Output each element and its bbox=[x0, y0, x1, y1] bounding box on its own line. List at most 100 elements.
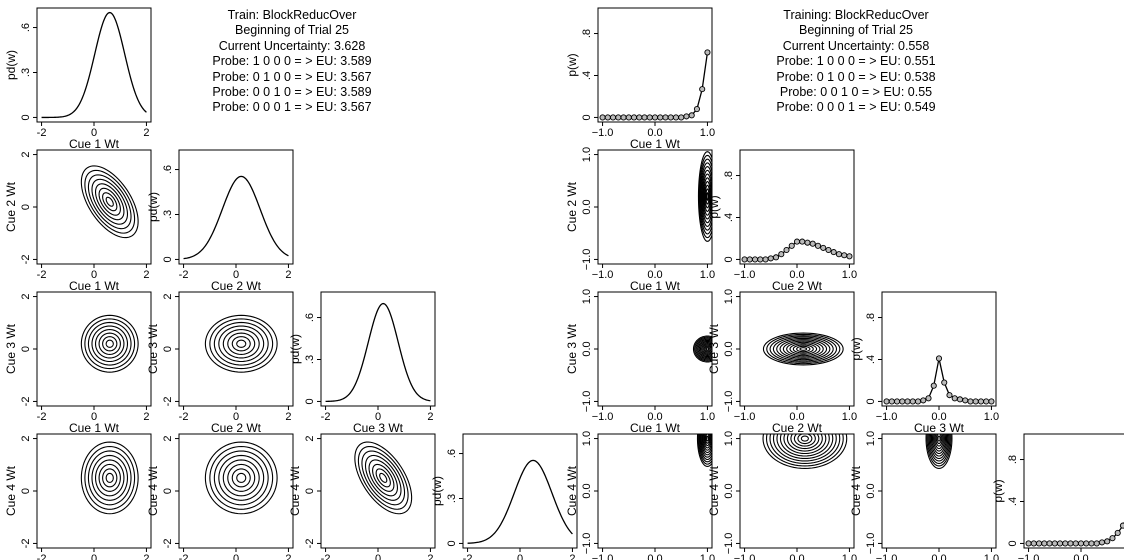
contour-line bbox=[936, 434, 942, 445]
x-tick-label: 0.0 bbox=[647, 269, 662, 281]
density-point bbox=[1025, 540, 1032, 547]
y-tick-label: 1.0 bbox=[581, 147, 593, 162]
y-tick-label: −1.0 bbox=[723, 391, 735, 413]
y-tick-label: −1.0 bbox=[865, 533, 877, 555]
contour-line bbox=[779, 339, 828, 359]
density-line bbox=[602, 52, 709, 119]
x-tick-label: 1.0 bbox=[700, 127, 715, 139]
x-tick-label: -2 bbox=[37, 269, 47, 281]
contour-line bbox=[222, 329, 260, 359]
density-axis-label: p(w) bbox=[991, 479, 1005, 502]
y-tick-label: .3 bbox=[446, 494, 458, 503]
y-tick-label: -2 bbox=[162, 539, 174, 549]
contour-line bbox=[697, 151, 712, 242]
density-point bbox=[751, 256, 759, 263]
y-axis-label: Cue 4 Wt bbox=[4, 465, 18, 516]
x-tick-label: 0 bbox=[91, 127, 97, 139]
contour-line bbox=[762, 332, 844, 366]
contour-line bbox=[87, 174, 132, 230]
y-tick-label: −1.0 bbox=[581, 249, 593, 271]
contour-line bbox=[789, 343, 818, 355]
left-probe-3: Probe: 0 0 1 0 = > EU: 3.589 bbox=[212, 85, 372, 100]
density-point bbox=[788, 242, 795, 249]
plot-frame bbox=[1023, 433, 1124, 549]
contour-line bbox=[98, 332, 121, 355]
density-point bbox=[704, 49, 711, 56]
contour-line bbox=[698, 434, 712, 463]
marginal-density-plot: −1.0 0.0 1.0 Cue 1 Wt 0 .4 .8 p(w) bbox=[565, 7, 715, 151]
marginal-density-plot: -2 0 2 Cue 4 Wt 0 .3 .6 pd(w) bbox=[430, 433, 578, 560]
contour-line bbox=[236, 472, 247, 483]
contour-lines bbox=[696, 434, 712, 468]
y-tick-label: 0.0 bbox=[723, 341, 735, 356]
density-point bbox=[1119, 522, 1124, 529]
contour-lines bbox=[925, 434, 953, 470]
y-tick-label: 0 bbox=[865, 398, 877, 404]
density-point bbox=[1098, 539, 1106, 546]
density-point bbox=[1114, 529, 1121, 537]
x-tick-label: -2 bbox=[179, 411, 189, 423]
contour-line bbox=[695, 337, 712, 361]
x-tick-label: 2 bbox=[427, 411, 433, 423]
contour-line bbox=[102, 192, 118, 212]
y-tick-label: 2 bbox=[20, 151, 32, 157]
x-tick-label: 1.0 bbox=[700, 553, 715, 560]
x-tick-label: -2 bbox=[321, 553, 331, 560]
x-tick-label: 0 bbox=[233, 269, 239, 281]
plot-frame bbox=[597, 149, 713, 265]
contour-line bbox=[797, 434, 813, 445]
x-tick-label: 1.0 bbox=[700, 411, 715, 423]
contour-line bbox=[769, 335, 838, 363]
density-point bbox=[646, 114, 653, 121]
y-tick-label: .4 bbox=[1007, 497, 1019, 506]
density-point bbox=[909, 398, 916, 405]
contour-line bbox=[697, 339, 712, 359]
plot-frame bbox=[462, 433, 578, 549]
y-tick-label: 0 bbox=[20, 346, 32, 352]
density-point bbox=[1093, 540, 1100, 547]
y-axis-label: Cue 2 Wt bbox=[565, 181, 579, 232]
contour-line bbox=[218, 454, 265, 501]
contour-plot: Cue 3 Wt -2 0 2 Cue 2 Wt -2 0 2 bbox=[146, 291, 294, 435]
y-tick-label: 2 bbox=[162, 293, 174, 299]
contour-line bbox=[931, 434, 947, 455]
density-point bbox=[814, 242, 822, 249]
x-tick-label: 2 bbox=[285, 269, 291, 281]
density-point bbox=[925, 395, 932, 402]
x-tick-label: −1.0 bbox=[734, 269, 756, 281]
x-tick-label: 2 bbox=[285, 553, 291, 560]
contour-line bbox=[80, 441, 139, 515]
contour-line bbox=[361, 450, 406, 506]
y-tick-label: .3 bbox=[20, 68, 32, 77]
density-point bbox=[667, 114, 674, 121]
left-probe-1: Probe: 1 0 0 0 = > EU: 3.589 bbox=[212, 54, 372, 69]
x-tick-label: 1.0 bbox=[700, 269, 715, 281]
x-tick-label: −1.0 bbox=[1018, 553, 1040, 560]
x-tick-label: 1.0 bbox=[842, 553, 857, 560]
x-tick-label: −1.0 bbox=[592, 553, 614, 560]
density-point bbox=[1088, 540, 1095, 547]
contour-line bbox=[705, 347, 710, 351]
x-tick-label: 0 bbox=[375, 553, 381, 560]
contour-line bbox=[703, 181, 711, 213]
x-tick-label: 2 bbox=[143, 127, 149, 139]
density-point bbox=[1056, 540, 1064, 547]
contour-line bbox=[231, 468, 251, 488]
x-tick-label: -2 bbox=[321, 411, 331, 423]
y-axis-label: Cue 3 Wt bbox=[4, 323, 18, 374]
x-tick-label: −1.0 bbox=[734, 553, 756, 560]
right-title-line: Training: BlockReducOver bbox=[783, 8, 929, 22]
contour-line bbox=[703, 345, 712, 353]
contour-line bbox=[696, 338, 712, 360]
contour-line bbox=[792, 344, 814, 354]
x-tick-label: −1.0 bbox=[734, 411, 756, 423]
y-tick-label: 0.0 bbox=[581, 341, 593, 356]
y-tick-label: -2 bbox=[20, 397, 32, 407]
contour-plot: Cue 2 Wt −1.0 0.0 1.0 Cue 1 Wt −1.0 0.0 1.0 bbox=[565, 147, 715, 293]
y-tick-label: 1.0 bbox=[865, 431, 877, 446]
density-point bbox=[1046, 540, 1053, 547]
contour-line bbox=[925, 434, 953, 470]
contour-plot: Cue 3 Wt −1.0 0.0 1.0 Cue 2 Wt −1.0 0.0 1.0 bbox=[707, 289, 857, 435]
